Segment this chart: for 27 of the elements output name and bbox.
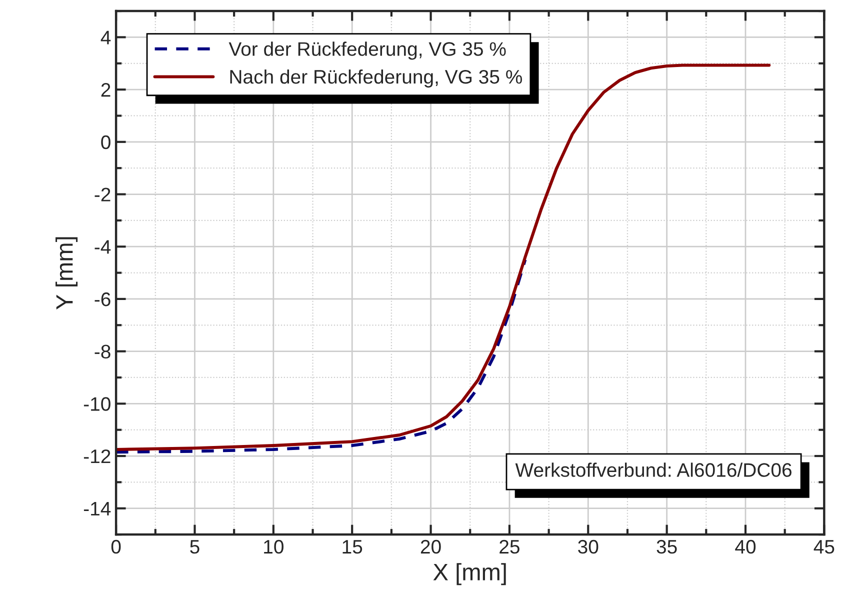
y-tick-label: -4 [94, 240, 111, 254]
x-tick-label: 15 [342, 540, 362, 554]
legend-label: Nach der Rückfederung, VG 35 % [230, 69, 522, 88]
x-tick-label: 35 [656, 540, 677, 554]
x-tick-label: 40 [735, 540, 756, 554]
y-tick-label: 2 [101, 83, 110, 97]
x-tick-label: 10 [264, 540, 284, 554]
y-tick-label: -2 [94, 188, 110, 202]
y-tick-label: -14 [84, 502, 111, 516]
x-tick-label: 0 [111, 540, 121, 554]
x-tick-label: 25 [500, 540, 520, 554]
x-tick-label: 5 [190, 540, 200, 554]
y-tick-label: -8 [94, 344, 110, 359]
x-tick-label: 20 [420, 540, 441, 554]
y-tick-label: -12 [84, 449, 110, 464]
x-tick-label: 30 [578, 540, 598, 554]
y-tick-label: -10 [84, 397, 110, 411]
y-tick-label: 4 [100, 30, 111, 44]
y-axis-title: Y [mm] [56, 237, 78, 310]
x-axis-title: X [mm] [433, 563, 506, 586]
line-series [116, 64, 771, 451]
line-series [116, 258, 527, 454]
y-tick-label: -6 [94, 292, 110, 306]
x-tick-label: 45 [814, 540, 834, 554]
y-tick-label: 0 [101, 135, 110, 150]
legend-label: Vor der Rückfederung, VG 35 % [228, 42, 506, 60]
annotation: Werkstoffverbund: Al6016/DC06 [515, 462, 792, 477]
